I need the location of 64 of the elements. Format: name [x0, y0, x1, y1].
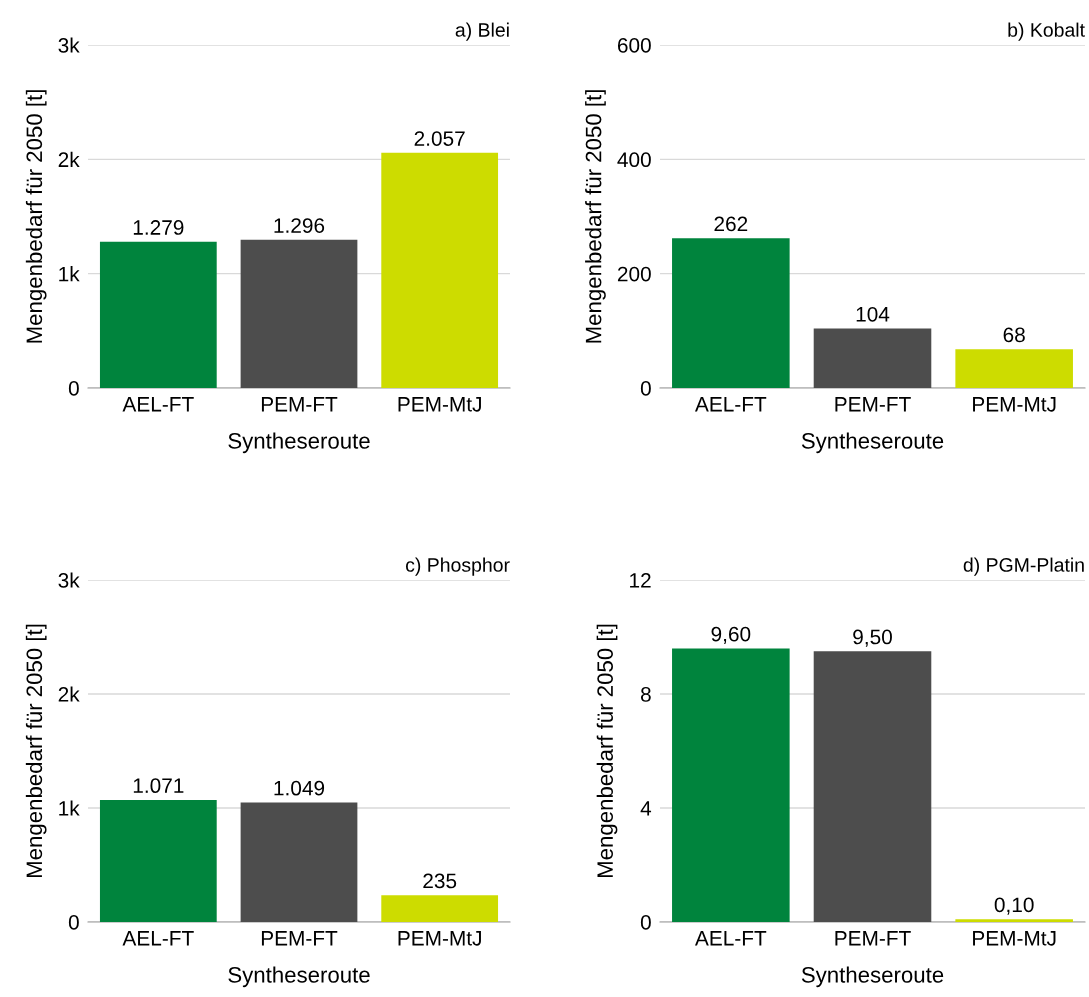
bar — [955, 919, 1073, 922]
y-axis-title: Mengenbedarf für 2050 [t] — [596, 624, 618, 878]
chart-title: a) Blei — [455, 22, 509, 41]
bar — [672, 648, 790, 922]
x-tick-label: PEM-MtJ — [398, 397, 481, 412]
y-axis-title: Mengenbedarf für 2050 [t] — [25, 90, 47, 343]
y-tick-label: 8 — [640, 687, 651, 702]
y-tick-label: 3k — [58, 37, 80, 53]
y-tick-label: 2k — [58, 151, 80, 167]
data-label: 0,10 — [994, 897, 1034, 915]
x-axis-title: Syntheseroute — [801, 432, 944, 454]
x-tick-label: AEL-FT — [694, 931, 767, 946]
data-label: 1.049 — [274, 780, 325, 796]
data-label: 9,50 — [853, 629, 892, 647]
x-tick-label: PEM-MtJ — [398, 931, 481, 946]
x-tick-label: AEL-FT — [694, 397, 767, 412]
y-tick-label: 600 — [617, 38, 651, 53]
y-tick-label: 0 — [68, 381, 79, 396]
x-axis-title: Syntheseroute — [228, 966, 370, 988]
data-label: 104 — [856, 306, 890, 322]
y-tick-label: 400 — [617, 152, 651, 168]
bar — [240, 239, 358, 388]
data-label: 1.296 — [274, 218, 325, 233]
y-tick-label: 0 — [640, 915, 651, 930]
data-label: 1.279 — [133, 220, 184, 235]
bar — [381, 895, 499, 922]
data-label: 235 — [423, 873, 457, 889]
chart-title: c) Phosphor — [406, 557, 510, 576]
y-tick-label: 0 — [640, 381, 651, 396]
y-tick-label: 200 — [617, 266, 651, 282]
bar — [99, 241, 217, 388]
y-tick-label: 1k — [59, 800, 80, 816]
y-tick-label: 4 — [640, 801, 652, 816]
x-tick-label: AEL-FT — [122, 397, 194, 412]
bar — [672, 238, 790, 388]
x-tick-label: PEM-FT — [261, 397, 338, 412]
x-tick-label: PEM-MtJ — [973, 397, 1056, 412]
y-tick-label: 1k — [59, 266, 80, 282]
x-tick-label: PEM-FT — [835, 931, 911, 946]
y-axis-title: Mengenbedarf für 2050 [t] — [25, 624, 47, 878]
chart-title: b) Kobalt — [1008, 22, 1085, 41]
data-label: 262 — [714, 216, 748, 232]
bar — [955, 349, 1073, 388]
y-axis-title: Mengenbedarf für 2050 [t] — [585, 90, 606, 343]
x-tick-label: AEL-FT — [122, 931, 194, 946]
x-tick-label: PEM-FT — [261, 931, 338, 946]
x-axis-title: Syntheseroute — [228, 432, 370, 454]
y-tick-label: 3k — [58, 572, 80, 588]
data-label: 1.071 — [133, 778, 184, 794]
bar — [99, 799, 217, 922]
bar — [813, 328, 932, 388]
y-tick-label: 2k — [58, 686, 80, 702]
bar — [240, 802, 358, 922]
data-label: 2.057 — [414, 131, 465, 146]
data-label: 9,60 — [711, 626, 751, 644]
x-tick-label: PEM-FT — [835, 397, 911, 412]
x-tick-label: PEM-MtJ — [973, 931, 1056, 946]
chart-title: d) PGM-Platin — [963, 557, 1084, 576]
bar — [813, 651, 932, 922]
y-tick-label: 12 — [630, 573, 651, 588]
bar — [381, 152, 499, 388]
data-label: 68 — [1003, 327, 1025, 343]
x-axis-title: Syntheseroute — [801, 966, 944, 988]
y-tick-label: 0 — [68, 915, 79, 930]
